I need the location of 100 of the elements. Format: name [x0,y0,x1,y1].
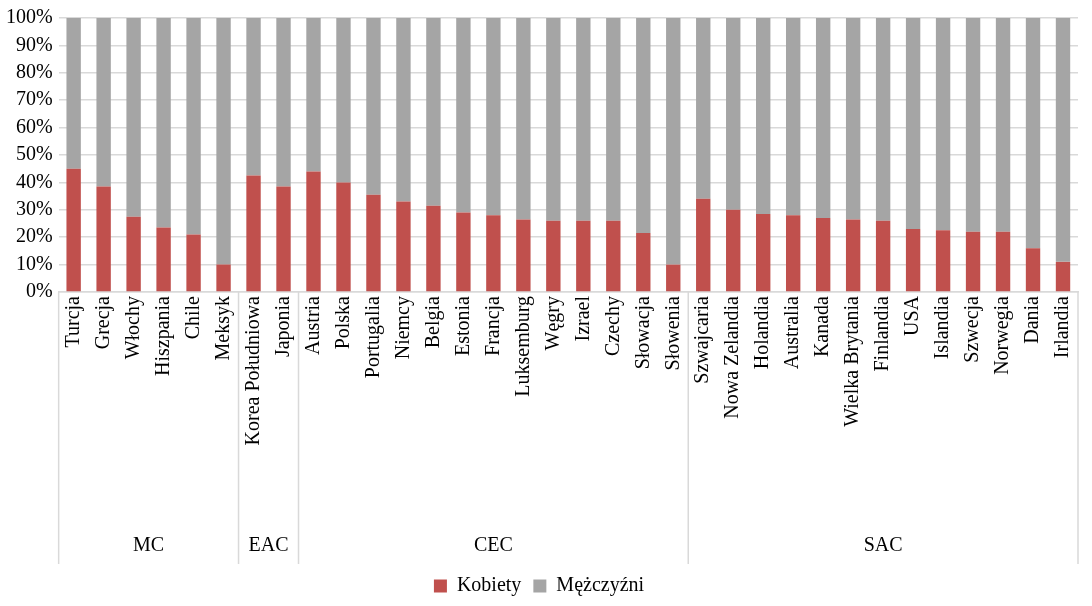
x-tick-label: Słowacja [630,295,654,370]
bar [306,18,321,172]
x-tick-label: Wielka Brytania [840,295,864,427]
bar [246,175,261,292]
x-tick-label: Dania [1020,295,1043,344]
bar [96,18,111,187]
bar [606,18,621,221]
bar [1025,248,1041,292]
bar [785,215,801,292]
x-tick-label: Islandia [930,295,953,360]
bar [426,205,441,292]
x-tick-label: Francja [480,295,504,356]
bar [66,18,81,169]
bar [1055,261,1071,292]
bar [815,218,831,292]
bar [126,216,141,292]
bar [366,194,381,292]
x-tick-label: Węgry [540,296,564,351]
y-tick-label: 70% [15,87,53,110]
x-tick-label: Luksemburg [510,296,534,397]
bar [186,18,201,235]
y-tick-label: 10% [15,251,53,274]
bar [96,186,111,292]
x-tick-label: Portugalia [360,295,384,379]
x-tick-label: Nowa Zelandia [720,295,743,419]
bar [995,18,1011,232]
bar [845,219,861,292]
bar [576,18,591,221]
bar [815,18,831,219]
bar [785,18,801,216]
x-tick-label: Hiszpania [150,295,174,376]
bar [456,212,471,292]
y-tick-label: 80% [15,60,53,83]
bar [726,18,741,210]
bar [156,18,171,228]
x-tick-label: Szwajcaria [690,295,714,384]
x-tick-label: Chile [180,295,203,340]
bar [426,18,441,206]
x-tick-label: Szwecja [960,295,984,363]
bar [336,182,351,292]
bar [246,18,261,176]
x-tick-label: Polska [330,295,353,350]
bar [396,201,411,292]
bar [66,168,81,292]
bar [306,171,321,292]
bar [875,18,891,221]
x-tick-label: Holandia [750,295,773,370]
bar [516,18,531,220]
y-tick-label: 50% [15,142,53,165]
y-tick-label: 100% [5,5,53,28]
legend-label: Kobiety [456,573,522,597]
x-tick-label: Estonia [450,295,473,356]
x-tick-label: Norwegia [990,295,1014,375]
bar [216,264,231,292]
bar [995,231,1011,292]
bar [156,227,171,292]
bar [965,231,981,292]
bar [486,18,501,216]
bar [965,18,981,232]
bar [905,18,921,229]
bar [696,18,711,199]
text: CEC [473,533,513,556]
bar [875,220,891,292]
bar [1025,18,1041,249]
bar [516,219,531,292]
y-tick-label: 60% [15,114,53,137]
x-tick-label: Finlandia [870,295,893,372]
bar [456,18,471,213]
y-tick-label: 20% [15,224,53,247]
bar [845,18,861,220]
bar [935,230,951,292]
bar [935,18,951,231]
x-tick-label: Grecja [90,295,114,350]
x-tick-label: Czechy [600,296,624,356]
text: EAC [248,533,289,556]
bar [336,18,351,183]
bar [1055,18,1071,262]
bar [546,18,561,221]
x-tick-label: Korea Południowa [240,295,263,446]
x-tick-label: Irlandia [1050,295,1073,359]
x-tick-label: Izrael [570,295,593,342]
x-tick-label: Australia [780,295,803,370]
x-tick-label: Niemcy [390,296,414,360]
bar [486,215,501,292]
x-tick-label: USA [900,295,923,337]
bar [576,220,591,292]
bar [276,186,291,292]
text: SAC [863,533,903,556]
x-tick-label: Włochy [120,296,144,360]
x-tick-label: Austria [300,295,323,355]
bar [216,18,231,265]
y-tick-label: 90% [15,32,53,55]
bar [666,264,681,292]
bar [666,18,681,265]
bar [726,209,741,292]
y-tick-label: 30% [15,197,53,220]
bar [396,18,411,202]
bar [186,234,201,292]
bar [606,220,621,292]
bar [276,18,291,187]
